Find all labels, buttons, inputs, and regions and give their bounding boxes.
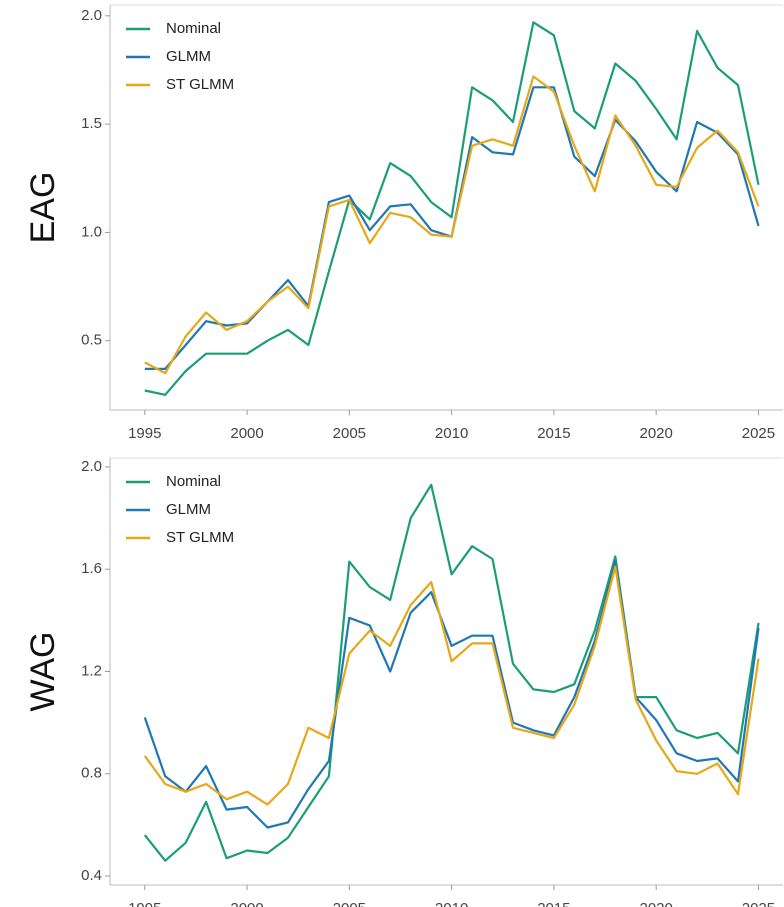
y-tick-label: 1.6 xyxy=(81,560,102,577)
x-tick-label: 2020 xyxy=(639,900,672,907)
legend-label: Nominal xyxy=(166,473,221,490)
legend-label: Nominal xyxy=(166,20,221,37)
legend-label: GLMM xyxy=(166,501,211,518)
x-tick-label: 2005 xyxy=(333,425,366,442)
y-axis-label: EAG xyxy=(24,172,62,244)
y-tick-label: 2.0 xyxy=(81,458,102,475)
x-tick-label: 2010 xyxy=(435,425,468,442)
x-tick-label: 2000 xyxy=(230,425,263,442)
series-line xyxy=(143,483,760,862)
legend-label: ST GLMM xyxy=(166,76,234,93)
legend-label: ST GLMM xyxy=(166,529,234,546)
x-tick-label: 2025 xyxy=(742,425,775,442)
y-tick-label: 1.0 xyxy=(81,223,102,240)
x-tick-label: 2025 xyxy=(742,900,775,907)
y-tick-label: 1.5 xyxy=(81,115,102,132)
legend-label: GLMM xyxy=(166,48,211,65)
x-tick-label: 2005 xyxy=(333,900,366,907)
series-line xyxy=(143,560,760,829)
y-tick-label: 0.5 xyxy=(81,332,102,349)
x-tick-label: 2015 xyxy=(537,900,570,907)
x-tick-label: 2020 xyxy=(639,425,672,442)
x-tick-label: 2000 xyxy=(230,900,263,907)
x-tick-label: 1995 xyxy=(128,900,161,907)
series-line xyxy=(144,75,760,375)
x-tick-label: 2010 xyxy=(435,900,468,907)
y-axis-label: WAG xyxy=(24,632,62,712)
y-tick-label: 2.0 xyxy=(81,7,102,24)
x-tick-label: 1995 xyxy=(128,425,161,442)
x-tick-label: 2015 xyxy=(537,425,570,442)
y-tick-label: 0.8 xyxy=(81,765,102,782)
series-line xyxy=(143,565,760,806)
series-line xyxy=(144,21,760,396)
y-tick-label: 0.4 xyxy=(81,867,102,884)
y-tick-label: 1.2 xyxy=(81,662,102,679)
